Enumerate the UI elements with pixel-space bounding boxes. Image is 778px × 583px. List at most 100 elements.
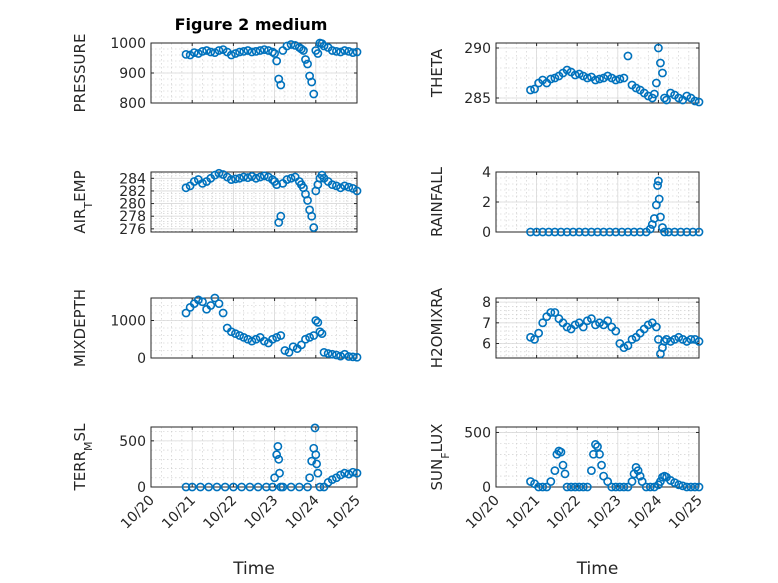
data-point xyxy=(275,468,284,478)
subplot-mixdepth: 0 1000 MIXDEPTH xyxy=(71,289,362,367)
data-point xyxy=(309,331,319,340)
data-point xyxy=(587,466,596,476)
data-point xyxy=(247,172,257,181)
data-point xyxy=(276,331,286,340)
data-point xyxy=(331,350,341,360)
data-point xyxy=(239,47,249,56)
data-point xyxy=(286,482,296,492)
data-point xyxy=(303,196,312,205)
y-axis-label: AIRTEMP xyxy=(71,170,95,233)
data-point xyxy=(198,47,207,56)
data-point xyxy=(538,227,548,237)
data-point xyxy=(336,47,345,57)
data-point xyxy=(336,183,345,193)
y-tick-label: 285 xyxy=(464,91,491,107)
data-point xyxy=(206,47,216,57)
data-point xyxy=(660,93,669,103)
y-tick-label: 8 xyxy=(482,295,491,311)
data-point xyxy=(352,468,362,478)
data-point xyxy=(299,46,308,55)
data-point xyxy=(268,334,277,344)
data-point xyxy=(538,318,548,328)
data-point xyxy=(307,77,317,87)
data-point xyxy=(635,471,645,481)
data-point xyxy=(231,49,240,58)
data-point xyxy=(593,442,602,452)
axes-box xyxy=(495,42,700,104)
data-point xyxy=(686,334,696,344)
data-point xyxy=(270,49,279,58)
data-point xyxy=(544,227,554,237)
data-point xyxy=(282,41,292,51)
data-point xyxy=(344,47,354,56)
data-point xyxy=(344,182,354,192)
data-point xyxy=(237,482,247,492)
data-point xyxy=(348,467,358,477)
data-point xyxy=(627,477,637,486)
data-point xyxy=(560,469,570,479)
data-point xyxy=(193,295,203,305)
data-point xyxy=(313,49,323,58)
data-point xyxy=(623,227,633,237)
data-point xyxy=(676,227,686,237)
data-point xyxy=(623,51,633,61)
data-point xyxy=(589,449,598,459)
data-point xyxy=(311,450,321,460)
data-point xyxy=(218,308,228,318)
data-point xyxy=(274,454,284,464)
data-point xyxy=(268,47,277,57)
y-tick-label: 500 xyxy=(464,425,491,441)
data-point xyxy=(656,477,665,486)
data-point xyxy=(582,73,592,83)
data-point xyxy=(204,482,214,492)
data-point xyxy=(623,482,633,492)
data-point xyxy=(272,56,282,66)
data-point xyxy=(611,482,621,492)
y-tick-label: 0 xyxy=(137,351,146,367)
x-axis-label: Time xyxy=(232,559,275,579)
data-point xyxy=(591,75,600,85)
data-point xyxy=(259,336,269,346)
data-point xyxy=(534,482,544,492)
y-tick-label: 1000 xyxy=(110,314,146,330)
data-point xyxy=(261,482,271,492)
data-point xyxy=(660,337,669,346)
data-point xyxy=(526,227,535,237)
y-tick-label: 280 xyxy=(119,197,146,213)
data-point xyxy=(352,186,362,196)
data-point xyxy=(270,473,279,483)
data-point xyxy=(340,468,350,478)
data-point xyxy=(243,46,253,55)
y-axis-label: PRESSURE xyxy=(71,34,89,113)
data-point xyxy=(268,482,277,492)
data-point xyxy=(212,482,222,492)
data-point xyxy=(574,227,584,237)
data-point xyxy=(228,482,238,492)
data-point xyxy=(317,329,327,339)
data-point xyxy=(210,170,220,180)
data-point xyxy=(323,349,333,358)
data-point xyxy=(245,482,255,492)
data-point xyxy=(301,55,310,64)
data-point xyxy=(303,59,312,69)
data-point xyxy=(532,227,541,237)
data-point xyxy=(649,214,659,223)
data-point xyxy=(181,482,191,492)
data-point xyxy=(619,482,629,492)
data-point xyxy=(570,70,580,80)
data-point xyxy=(276,211,286,221)
data-point xyxy=(654,43,663,53)
data-point xyxy=(686,482,696,492)
data-point xyxy=(619,73,629,83)
data-point xyxy=(582,482,592,492)
y-tick-label: 276 xyxy=(119,222,146,238)
data-point xyxy=(530,334,539,344)
data-point xyxy=(251,47,261,56)
data-point xyxy=(243,173,253,183)
data-point xyxy=(656,212,665,222)
data-point xyxy=(635,227,645,237)
data-point xyxy=(623,341,633,350)
data-point xyxy=(311,316,321,325)
